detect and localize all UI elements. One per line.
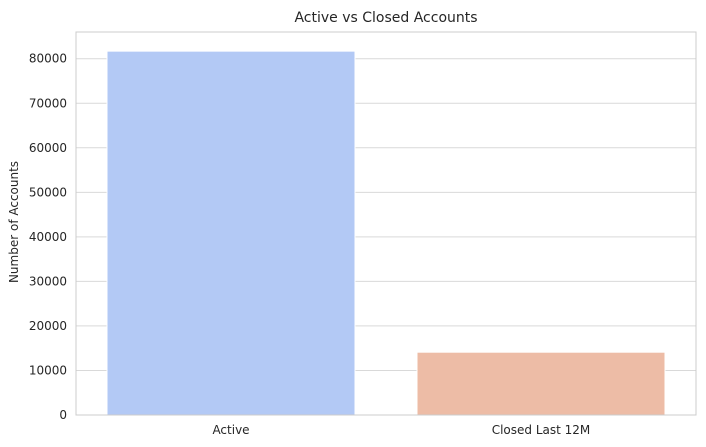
y-tick-label: 70000 bbox=[29, 96, 67, 110]
y-tick-label: 50000 bbox=[29, 185, 67, 199]
y-tick-label: 30000 bbox=[29, 274, 67, 288]
y-tick-label: 80000 bbox=[29, 52, 67, 66]
y-tick-label: 0 bbox=[59, 408, 67, 422]
y-tick-label: 60000 bbox=[29, 141, 67, 155]
bar-active bbox=[106, 50, 356, 416]
bar-layer bbox=[106, 50, 666, 416]
plot-frame bbox=[75, 31, 697, 416]
y-tick-label: 40000 bbox=[29, 230, 67, 244]
bar-closed-last-12m bbox=[416, 351, 666, 416]
chart-title: Active vs Closed Accounts bbox=[294, 10, 477, 26]
y-tick-label: 10000 bbox=[29, 363, 67, 377]
tick-layer: 0 10000 20000 30000 40000 50000 60000 70000 8000… bbox=[29, 52, 590, 437]
x-tick-label: Closed Last 12M bbox=[492, 423, 591, 437]
y-tick-label: 20000 bbox=[29, 319, 67, 333]
y-axis-label: Number of Accounts bbox=[7, 161, 21, 283]
x-tick-label: Active bbox=[212, 423, 249, 437]
